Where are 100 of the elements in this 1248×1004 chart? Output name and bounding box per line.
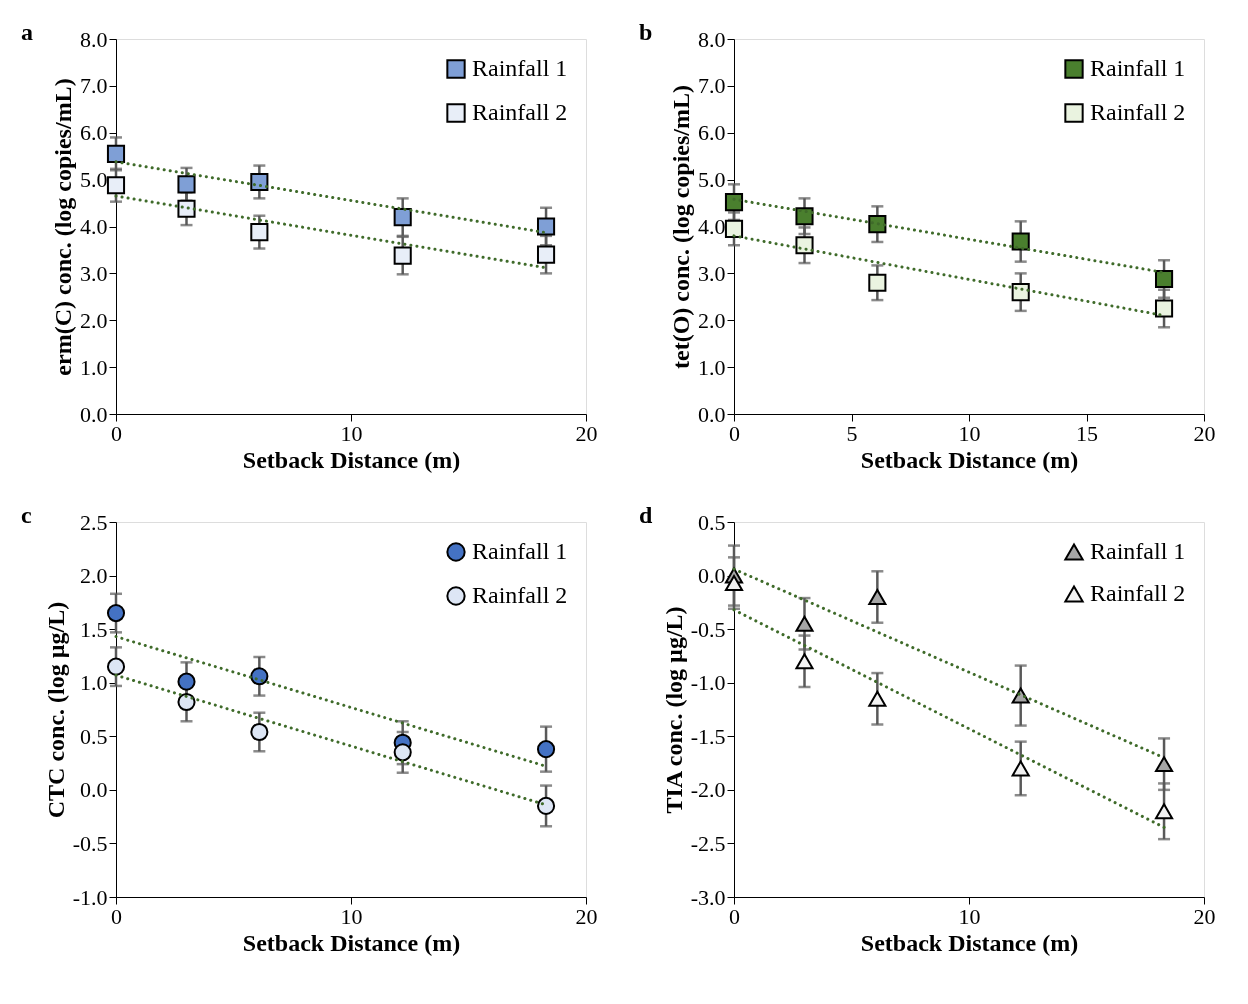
y-tick-label: -0.5 bbox=[690, 616, 726, 642]
y-tick-label: 4.0 bbox=[80, 214, 108, 239]
point bbox=[795, 207, 814, 226]
y-tick-label: 1.5 bbox=[80, 616, 108, 642]
legend-label: Rainfall 1 bbox=[472, 538, 568, 564]
y-tick-label: 8.0 bbox=[698, 26, 726, 52]
y-tick-label: 7.0 bbox=[698, 73, 726, 99]
x-tick-label: 20 bbox=[575, 420, 598, 446]
y-tick-label: 7.0 bbox=[80, 73, 108, 99]
y-tick-label: 4.0 bbox=[698, 214, 726, 239]
point bbox=[1154, 299, 1174, 318]
x-axis-title: Setback Distance (m) bbox=[242, 446, 461, 473]
text: c bbox=[21, 502, 32, 528]
legend-label: Rainfall 1 bbox=[1090, 538, 1186, 564]
y-tick-label: -1.5 bbox=[690, 723, 726, 749]
point bbox=[250, 667, 269, 686]
point bbox=[795, 615, 814, 632]
point bbox=[106, 657, 126, 676]
legend-label: Rainfall 2 bbox=[1090, 99, 1186, 125]
y-tick-label: -3.0 bbox=[690, 884, 726, 910]
x-tick-label: 10 bbox=[340, 420, 363, 446]
y-tick-label: -0.5 bbox=[72, 830, 108, 856]
y-axis-title: erm(C) conc. (log copies/mL) bbox=[50, 78, 76, 376]
point bbox=[106, 144, 126, 163]
x-tick-label: 20 bbox=[1193, 420, 1216, 446]
point bbox=[1011, 760, 1030, 777]
y-tick-label: 2.5 bbox=[80, 509, 108, 535]
x-axis-title: Setback Distance (m) bbox=[242, 929, 461, 956]
y-tick-label: 0.5 bbox=[698, 509, 726, 535]
y-tick-label: 8.0 bbox=[80, 26, 108, 52]
x-tick-label: 0 bbox=[111, 903, 122, 929]
y-tick-label: 2.0 bbox=[80, 563, 108, 589]
point bbox=[724, 575, 744, 592]
point bbox=[868, 690, 887, 707]
point bbox=[868, 215, 887, 234]
y-tick-label: -2.0 bbox=[690, 777, 726, 803]
point bbox=[393, 246, 412, 265]
point bbox=[536, 796, 556, 815]
x-tick-label: 10 bbox=[958, 420, 981, 446]
x-tick-label: 15 bbox=[1076, 420, 1098, 446]
legend-label: Rainfall 2 bbox=[1090, 580, 1186, 606]
point bbox=[1154, 756, 1174, 773]
text: d bbox=[639, 502, 653, 528]
x-tick-label: 20 bbox=[575, 903, 598, 929]
y-axis-title: CTC conc. (log µg/L) bbox=[42, 601, 69, 819]
point bbox=[393, 208, 412, 227]
legend-label: Rainfall 2 bbox=[472, 582, 568, 608]
point bbox=[393, 743, 412, 762]
x-axis-title: Setback Distance (m) bbox=[860, 446, 1079, 473]
y-tick-label: 0.5 bbox=[80, 723, 108, 749]
y-tick-label: 6.0 bbox=[80, 120, 108, 146]
text: a bbox=[21, 19, 33, 45]
point bbox=[177, 199, 196, 218]
x-tick-label: 0 bbox=[729, 903, 740, 929]
point bbox=[250, 223, 269, 242]
y-tick-label: -2.5 bbox=[690, 830, 726, 856]
point bbox=[250, 722, 269, 742]
point bbox=[1011, 283, 1030, 302]
point bbox=[724, 193, 744, 212]
y-tick-label: 1.0 bbox=[698, 354, 726, 380]
point bbox=[795, 236, 814, 255]
point bbox=[106, 604, 126, 623]
point bbox=[868, 273, 887, 292]
point bbox=[536, 245, 556, 264]
x-tick-label: 10 bbox=[340, 903, 363, 929]
point bbox=[177, 692, 196, 712]
y-axis-title: TIA conc. (log µg/L) bbox=[660, 606, 687, 814]
y-tick-label: 1.0 bbox=[80, 670, 108, 696]
point bbox=[250, 172, 269, 192]
y-axis-title: tet(O) conc. (log copies/mL) bbox=[668, 85, 694, 369]
y-tick-label: 5.0 bbox=[80, 167, 108, 193]
legend-label: Rainfall 1 bbox=[472, 55, 568, 81]
x-tick-label: 0 bbox=[729, 420, 740, 446]
point bbox=[177, 175, 196, 194]
point bbox=[795, 653, 814, 670]
y-tick-label: 1.0 bbox=[80, 354, 108, 380]
point bbox=[106, 176, 126, 195]
y-tick-label: 0.0 bbox=[698, 401, 726, 427]
x-tick-label: 20 bbox=[1193, 903, 1216, 929]
y-tick-label: 3.0 bbox=[698, 260, 726, 286]
y-tick-label: 2.0 bbox=[698, 307, 726, 333]
point bbox=[1154, 803, 1174, 820]
y-tick-label: -1.0 bbox=[72, 884, 108, 910]
point bbox=[868, 589, 887, 605]
point bbox=[177, 672, 196, 691]
legend-label: Rainfall 1 bbox=[1090, 55, 1186, 81]
point bbox=[724, 219, 744, 238]
y-tick-label: 0.0 bbox=[80, 401, 108, 427]
y-tick-label: 5.0 bbox=[698, 167, 726, 193]
point bbox=[536, 217, 556, 236]
point bbox=[1154, 269, 1174, 289]
y-tick-label: -1.0 bbox=[690, 670, 726, 696]
legend-label: Rainfall 2 bbox=[472, 99, 568, 125]
y-tick-label: 2.0 bbox=[80, 307, 108, 333]
x-tick-label: 10 bbox=[958, 903, 981, 929]
y-tick-label: 0.0 bbox=[698, 563, 726, 589]
text: b bbox=[639, 19, 653, 45]
point bbox=[1011, 232, 1030, 251]
y-tick-label: 3.0 bbox=[80, 260, 108, 286]
y-tick-label: 0.0 bbox=[80, 777, 108, 803]
